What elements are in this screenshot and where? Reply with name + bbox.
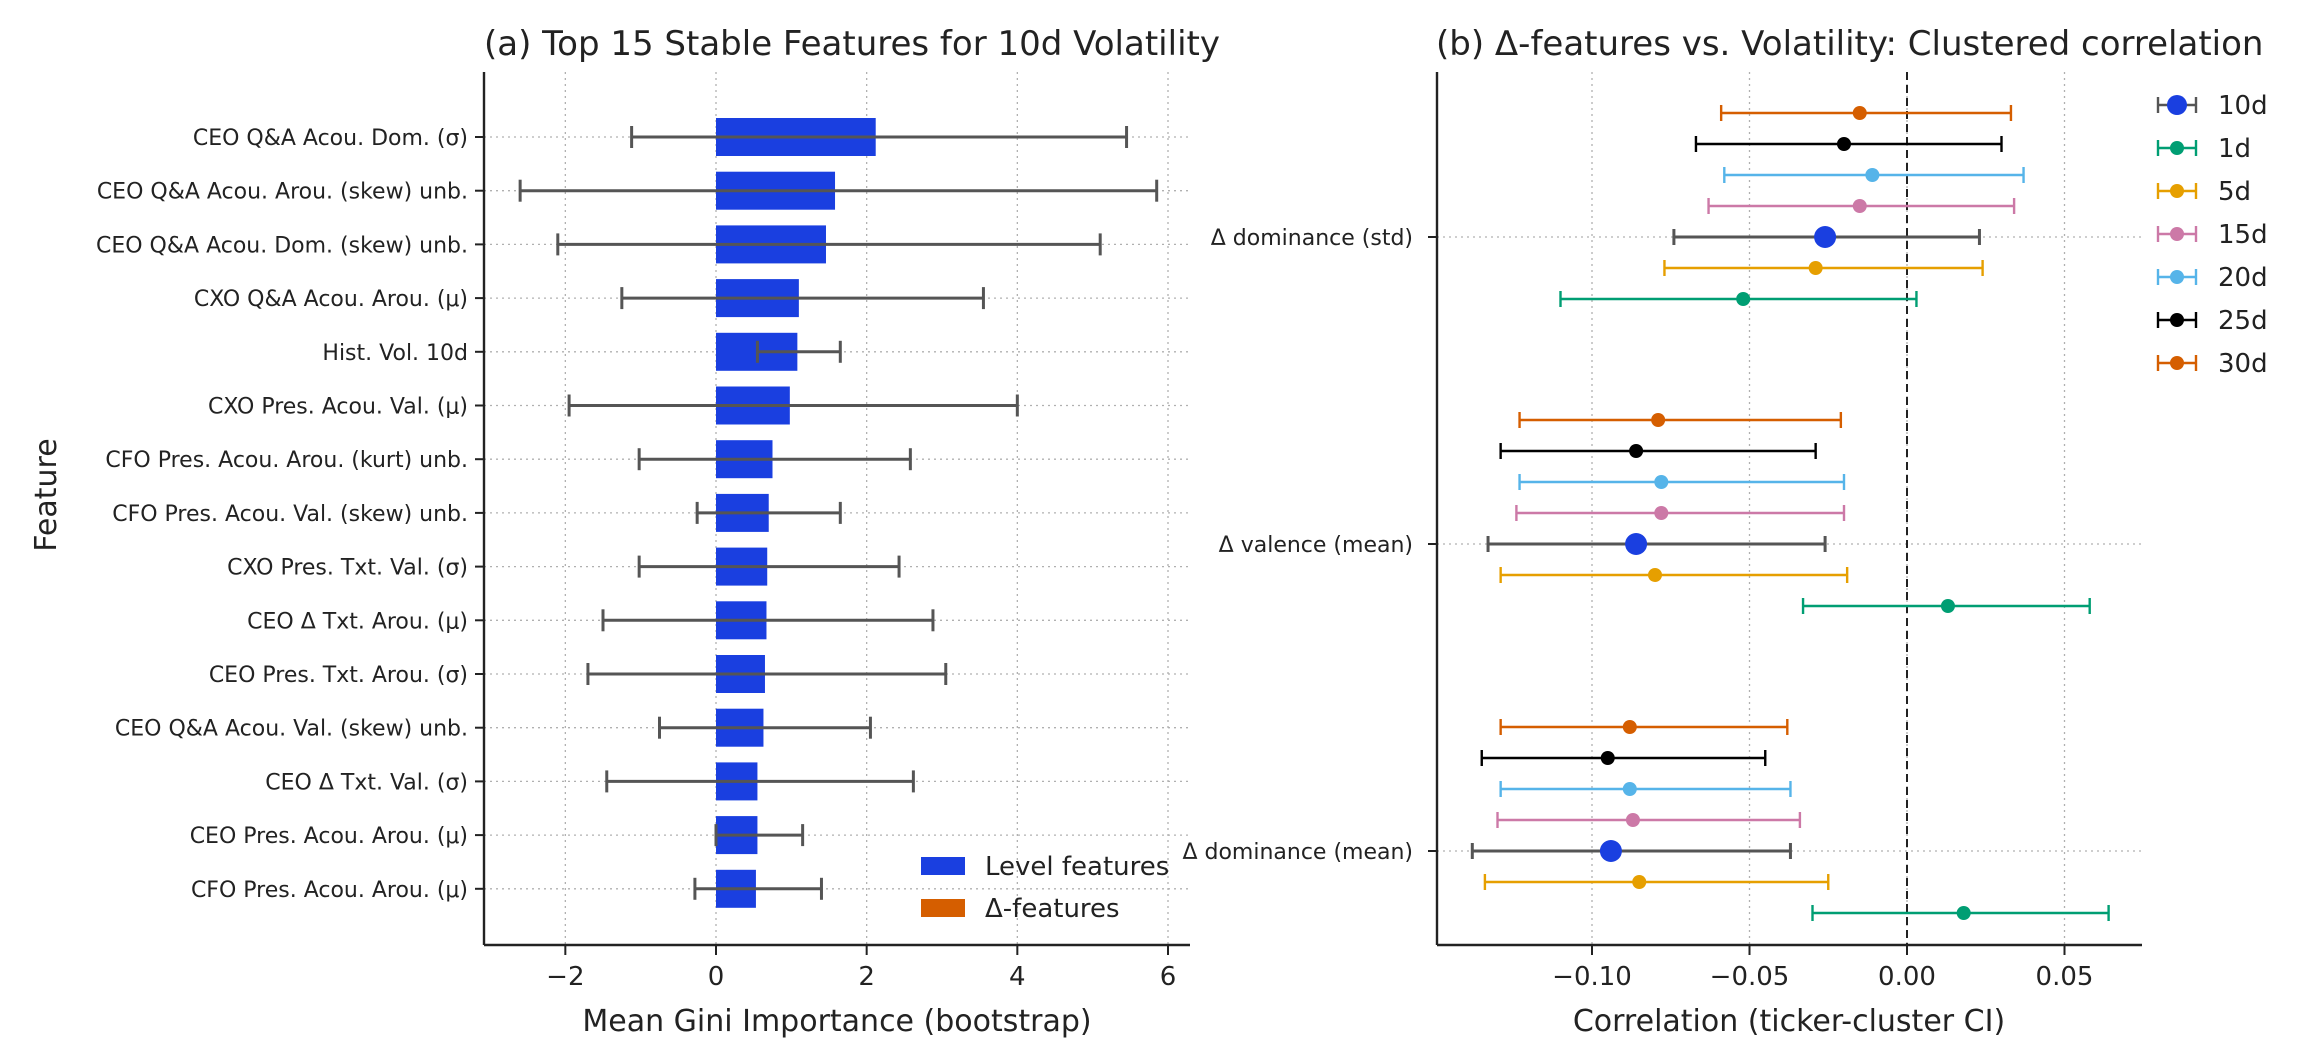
legend-swatch xyxy=(921,899,965,917)
legend-label: Δ-features xyxy=(985,894,1120,924)
panel-a-x-tick-label: −2 xyxy=(546,962,584,992)
point-25d xyxy=(1600,751,1615,765)
feature-label: CEO Q&A Acou. Arou. (skew) unb. xyxy=(97,180,468,205)
point-20d xyxy=(1622,782,1637,796)
point-25d xyxy=(1837,137,1851,151)
feature-label: CEO Δ Txt. Val. (σ) xyxy=(265,770,468,795)
point-30d xyxy=(1852,106,1867,120)
point-30d xyxy=(1622,720,1637,734)
panel-b-x-tick-label: 0.05 xyxy=(2036,962,2094,992)
feature-label: Hist. Vol. 10d xyxy=(322,341,468,366)
panel-a-y-axis-label: Feature xyxy=(29,438,64,551)
feature-label: CEO Pres. Txt. Arou. (σ) xyxy=(209,663,468,688)
panel-a-x-tick-label: 0 xyxy=(708,962,725,992)
point-5d xyxy=(1648,568,1662,582)
panel-a-feature-importance: (a) Top 15 Stable Features for 10d Volat… xyxy=(29,24,1220,1039)
feature-label: CEO Δ Txt. Arou. (μ) xyxy=(247,609,468,634)
feature-label: CXO Pres. Txt. Val. (σ) xyxy=(227,556,468,581)
feature-label: CEO Q&A Acou. Dom. (skew) unb. xyxy=(96,233,468,258)
legend-label: Level features xyxy=(985,852,1169,882)
panel-b-correlation: (b) Δ-features vs. Volatility: Clustered… xyxy=(1182,24,2267,1039)
legend-marker xyxy=(2170,141,2184,155)
legend-label: 25d xyxy=(2218,306,2268,336)
legend-marker xyxy=(2170,356,2184,370)
point-1d xyxy=(1736,292,1751,306)
point-30d xyxy=(1651,413,1666,427)
panel-b-legend: 10d 1d 5d 15d 20d 25d 30d xyxy=(2156,91,2268,379)
legend-marker xyxy=(2170,313,2184,327)
point-15d xyxy=(1625,813,1640,827)
panel-b-x-tick-label: −0.05 xyxy=(1710,962,1790,992)
panel-a-title: (a) Top 15 Stable Features for 10d Volat… xyxy=(484,24,1220,64)
panel-a-legend: Level features Δ-features xyxy=(921,852,1169,924)
panel-b-x-tick-label: −0.10 xyxy=(1552,962,1632,992)
feature-label: CXO Q&A Acou. Arou. (μ) xyxy=(194,287,468,312)
point-25d xyxy=(1629,444,1644,458)
point-20d xyxy=(1865,168,1880,182)
group-label: Δ dominance (mean) xyxy=(1182,840,1413,865)
feature-label: CFO Pres. Acou. Arou. (kurt) unb. xyxy=(105,448,468,473)
panel-a-x-tick-label: 4 xyxy=(1009,962,1026,992)
point-10d xyxy=(1625,533,1648,555)
legend-marker xyxy=(2167,95,2187,115)
point-1d xyxy=(1956,906,1971,920)
legend-label: 15d xyxy=(2218,220,2268,250)
point-10d xyxy=(1814,226,1837,248)
feature-label: CFO Pres. Acou. Arou. (μ) xyxy=(191,878,468,903)
legend-swatch xyxy=(921,857,965,875)
point-15d xyxy=(1654,506,1669,520)
point-5d xyxy=(1808,261,1823,275)
feature-label: CXO Pres. Acou. Val. (μ) xyxy=(208,395,468,420)
panel-b-x-axis-label: Correlation (ticker-cluster CI) xyxy=(1573,1004,2005,1039)
panel-a-x-tick-label: 2 xyxy=(858,962,875,992)
feature-label: CFO Pres. Acou. Val. (skew) unb. xyxy=(112,502,468,527)
panel-b-title: (b) Δ-features vs. Volatility: Clustered… xyxy=(1436,24,2263,64)
group-label: Δ dominance (std) xyxy=(1211,226,1413,251)
legend-marker xyxy=(2170,184,2184,198)
point-20d xyxy=(1654,475,1669,489)
legend-label: 5d xyxy=(2218,177,2251,207)
feature-label: CEO Pres. Acou. Arou. (μ) xyxy=(190,824,468,849)
legend-marker xyxy=(2170,270,2184,284)
legend-label: 10d xyxy=(2218,91,2268,121)
feature-label: CEO Q&A Acou. Val. (skew) unb. xyxy=(115,717,468,742)
point-1d xyxy=(1940,599,1955,613)
point-15d xyxy=(1852,199,1867,213)
legend-label: 1d xyxy=(2218,134,2251,164)
point-10d xyxy=(1599,840,1622,862)
legend-marker xyxy=(2170,227,2184,241)
feature-label: CEO Q&A Acou. Dom. (σ) xyxy=(193,126,468,151)
legend-label: 20d xyxy=(2218,263,2268,293)
legend-label: 30d xyxy=(2218,349,2268,379)
panel-a-x-tick-label: 6 xyxy=(1160,962,1177,992)
panel-b-x-tick-label: 0.00 xyxy=(1878,962,1936,992)
point-5d xyxy=(1632,875,1647,889)
panel-a-x-axis-label: Mean Gini Importance (bootstrap) xyxy=(582,1004,1091,1039)
group-label: Δ valence (mean) xyxy=(1219,533,1413,558)
